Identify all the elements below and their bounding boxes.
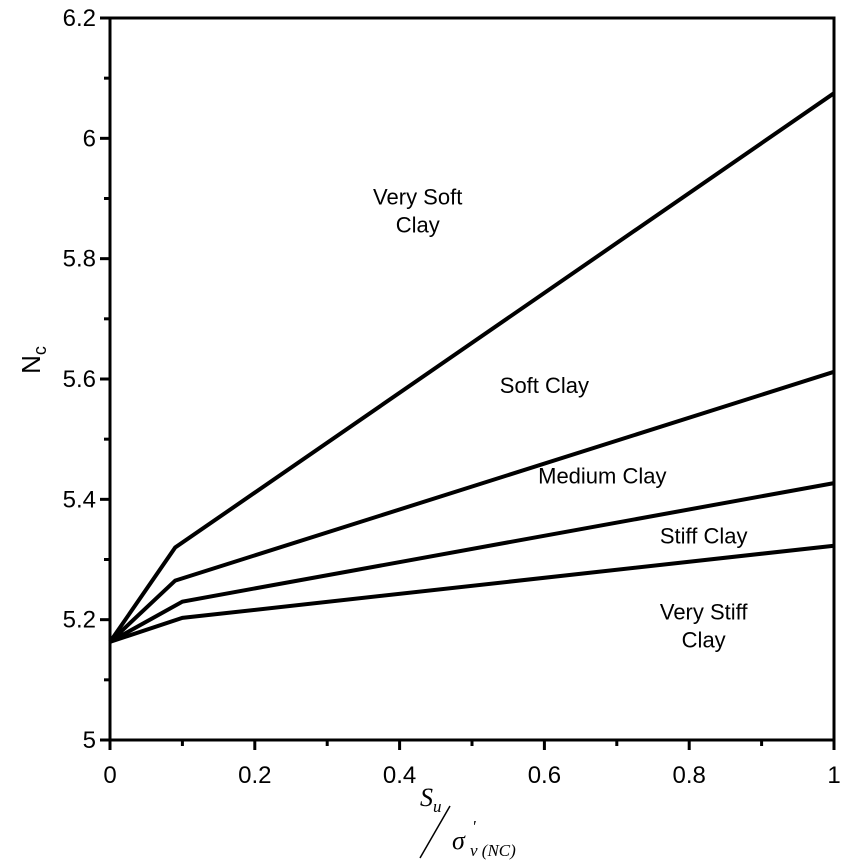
series-line-1 <box>108 91 836 644</box>
ticks-layer <box>100 16 836 750</box>
svg-text:Su: Su <box>420 783 442 816</box>
series-line-2 <box>108 369 835 644</box>
region-label: Clay <box>682 628 726 653</box>
x-tick-label: 0.8 <box>673 762 706 789</box>
x-axis-numerator: S <box>420 783 433 812</box>
y-tick-label: 5.4 <box>63 486 96 513</box>
x-tick-label: 0.4 <box>383 762 416 789</box>
region-label: Clay <box>396 213 440 238</box>
svg-text:σ: σ <box>452 826 466 855</box>
series-line-3 <box>109 481 835 644</box>
x-tick-label: 0 <box>103 762 116 789</box>
y-tick-label: 5.6 <box>63 366 96 393</box>
x-axis-denominator: σ <box>452 826 466 855</box>
x-axis-denominator-sup: ' <box>472 817 476 836</box>
x-tick-label: 0.6 <box>528 762 561 789</box>
annotation-layer: Very Soft Clay Soft Clay Medium Clay Stiff C… <box>373 185 748 653</box>
labels-layer: 0 0.2 0.4 0.6 0.8 1 5 5.2 5.4 5.6 5.8 6 6.2 <box>63 5 841 789</box>
series-line-4 <box>109 543 835 644</box>
x-axis-numerator-sub: u <box>433 797 442 816</box>
region-label: Very Soft <box>373 185 462 210</box>
region-label: Medium Clay <box>538 463 666 488</box>
x-tick-label: 1 <box>827 762 840 789</box>
y-tick-label: 5.2 <box>63 607 96 634</box>
x-axis-denominator-sub: v (NC) <box>470 841 516 860</box>
region-label: Stiff Clay <box>660 523 748 548</box>
x-axis-fraction-slash <box>419 805 451 859</box>
y-axis-title-main: N <box>16 355 46 374</box>
x-tick-label: 0.2 <box>238 762 271 789</box>
svg-text:Nc: Nc <box>16 346 50 374</box>
y-axis-title: Nc <box>16 346 50 374</box>
y-tick-label: 5 <box>83 727 96 754</box>
y-tick-label: 5.8 <box>63 246 96 273</box>
y-tick-label: 6 <box>83 125 96 152</box>
y-axis-title-sub: c <box>30 346 50 355</box>
y-tick-label: 6.2 <box>63 5 96 32</box>
series-layer <box>108 91 836 644</box>
region-label: Soft Clay <box>500 373 589 398</box>
x-axis-title: Su σ ' v (NC) <box>419 783 516 860</box>
region-label: Very Stiff <box>660 600 749 625</box>
